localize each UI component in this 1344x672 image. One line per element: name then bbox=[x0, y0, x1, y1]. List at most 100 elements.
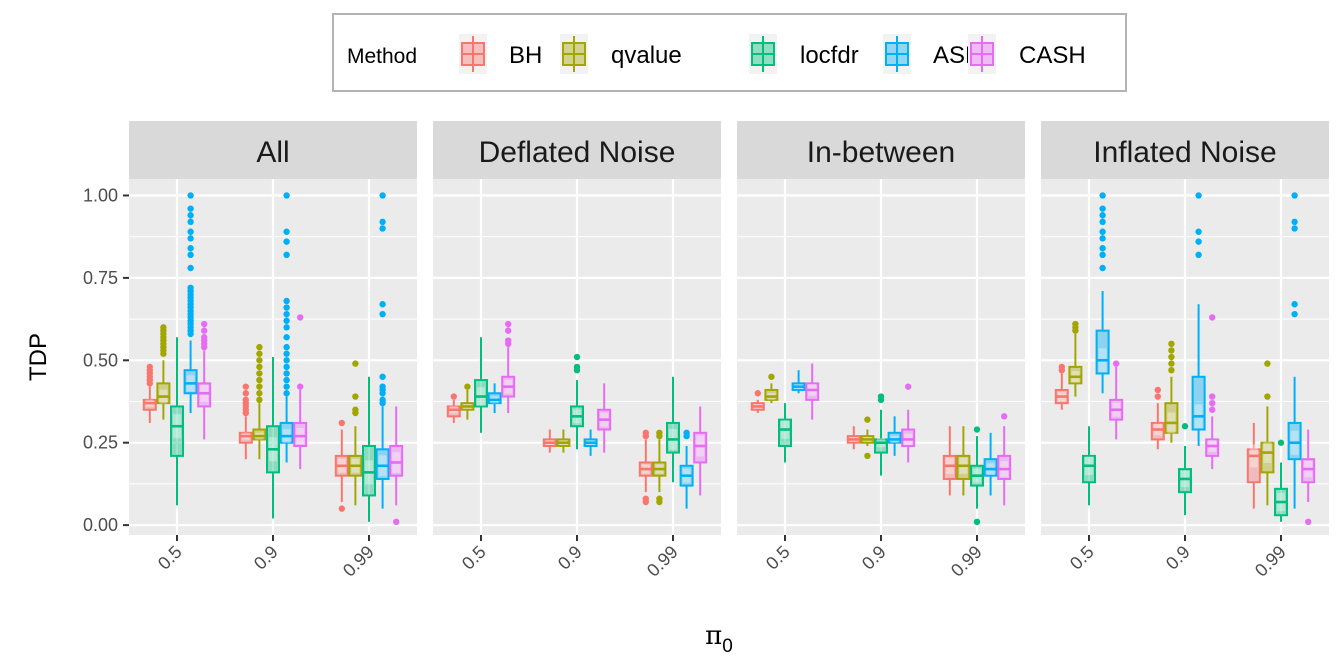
boxplot-bh bbox=[846, 426, 861, 450]
outlier-point bbox=[352, 360, 359, 367]
outlier-point bbox=[187, 192, 194, 199]
outlier-point bbox=[201, 334, 208, 341]
outlier-point bbox=[379, 192, 386, 199]
box-iqr bbox=[778, 418, 792, 448]
boxplot-ash bbox=[487, 383, 502, 414]
facet-panel-in-between: In-between 0.5 0.9 0.99 bbox=[737, 121, 1025, 581]
outlier-point bbox=[973, 426, 981, 433]
box-iqr bbox=[693, 431, 708, 464]
outlier-point bbox=[1168, 360, 1175, 367]
outlier-point bbox=[379, 218, 386, 226]
boxplot-locfdr bbox=[474, 337, 488, 433]
boxplot-qvalue bbox=[1068, 320, 1083, 397]
boxplot-ash bbox=[279, 192, 294, 463]
box-iqr bbox=[1150, 421, 1165, 441]
outlier-point bbox=[283, 334, 290, 341]
outlier-point bbox=[187, 218, 194, 226]
boxplot-cash bbox=[501, 320, 516, 414]
boxplot-bh bbox=[750, 390, 765, 414]
outlier-point bbox=[256, 383, 263, 390]
box-iqr bbox=[375, 448, 390, 480]
box-group-0.5 bbox=[750, 363, 820, 463]
box-group-0.5 bbox=[446, 320, 516, 433]
outlier-point bbox=[283, 324, 290, 331]
box-iqr bbox=[1095, 329, 1110, 375]
box-group-0.9 bbox=[1150, 192, 1220, 516]
x-axis-title: π0 bbox=[705, 621, 733, 657]
y-tick-label: 1.00 bbox=[83, 185, 118, 205]
outlier-point bbox=[1099, 218, 1106, 226]
outlier-point bbox=[379, 225, 386, 232]
outlier-point bbox=[146, 363, 153, 371]
outlier-point bbox=[1195, 238, 1202, 245]
box-group-0.99 bbox=[334, 192, 404, 526]
box-iqr bbox=[487, 392, 502, 405]
outlier-point bbox=[297, 314, 304, 321]
facet-strip bbox=[737, 121, 1025, 179]
facet-strip bbox=[129, 121, 417, 179]
box-group-0.5 bbox=[1054, 192, 1124, 506]
x-tick-label: 0.5 bbox=[1066, 542, 1098, 574]
facet-strip-label: All bbox=[256, 136, 289, 169]
box-iqr bbox=[1205, 438, 1220, 457]
legend-entry-locfdr: locfdr bbox=[749, 34, 859, 74]
boxplot-ash bbox=[887, 416, 902, 456]
legend-entry-bh: BH bbox=[459, 34, 542, 74]
x-tick-label: 0.5 bbox=[154, 542, 186, 574]
box-iqr bbox=[1246, 448, 1261, 484]
outlier-point bbox=[379, 373, 386, 380]
outlier-point bbox=[505, 337, 512, 344]
outlier-point bbox=[864, 416, 871, 423]
box-iqr bbox=[1178, 468, 1192, 494]
y-tick-label: 0.00 bbox=[83, 515, 118, 535]
box-group-0.99 bbox=[1246, 192, 1316, 526]
x-tick-label: 0.9 bbox=[858, 542, 890, 574]
box-iqr bbox=[1164, 402, 1179, 434]
outlier-point bbox=[352, 393, 359, 400]
box-iqr bbox=[1068, 365, 1083, 385]
boxplot-cash bbox=[293, 314, 308, 470]
boxplot-bh bbox=[638, 429, 653, 506]
boxplot-cash bbox=[389, 406, 404, 526]
outlier-point bbox=[283, 317, 290, 324]
outlier-point bbox=[1209, 393, 1216, 400]
y-tick-label: 0.25 bbox=[83, 433, 118, 453]
outlier-point bbox=[754, 390, 761, 397]
outlier-point bbox=[1099, 205, 1106, 212]
boxplot-bh bbox=[334, 419, 349, 512]
outlier-point bbox=[1154, 386, 1162, 394]
outlier-point bbox=[1099, 228, 1106, 235]
boxplot-qvalue bbox=[252, 343, 267, 460]
outlier-point bbox=[283, 370, 290, 377]
box-iqr bbox=[1082, 454, 1096, 484]
box-iqr bbox=[1301, 458, 1316, 484]
facet-panel-all: All 0.5 0.9 0.99 bbox=[129, 121, 417, 581]
outlier-point bbox=[1209, 406, 1216, 413]
outlier-point bbox=[256, 390, 263, 397]
x-tick-label: 0.5 bbox=[762, 542, 794, 574]
outlier-point bbox=[656, 495, 663, 502]
outlier-point bbox=[352, 406, 359, 413]
outlier-point bbox=[505, 320, 512, 328]
outlier-point bbox=[283, 376, 290, 384]
x-tick-label: 0.99 bbox=[339, 542, 378, 581]
boxplot-bh bbox=[446, 393, 461, 423]
boxplot-ash bbox=[1287, 192, 1302, 509]
boxplot-qvalue bbox=[956, 426, 971, 496]
outlier-point bbox=[283, 350, 290, 357]
outlier-point bbox=[256, 357, 263, 364]
boxplot-locfdr bbox=[1274, 439, 1288, 522]
outlier-point bbox=[283, 363, 290, 371]
boxplot-bh bbox=[542, 429, 557, 453]
box-iqr bbox=[446, 405, 461, 418]
outlier-point bbox=[187, 245, 194, 252]
box-group-0.9 bbox=[542, 353, 612, 456]
outlier-point bbox=[642, 429, 649, 437]
box-iqr bbox=[238, 431, 253, 444]
outlier-point bbox=[379, 301, 386, 308]
outlier-point bbox=[1291, 192, 1298, 199]
outlier-point bbox=[864, 452, 871, 460]
box-iqr bbox=[197, 382, 212, 408]
x-tick-label: 0.5 bbox=[458, 542, 490, 574]
